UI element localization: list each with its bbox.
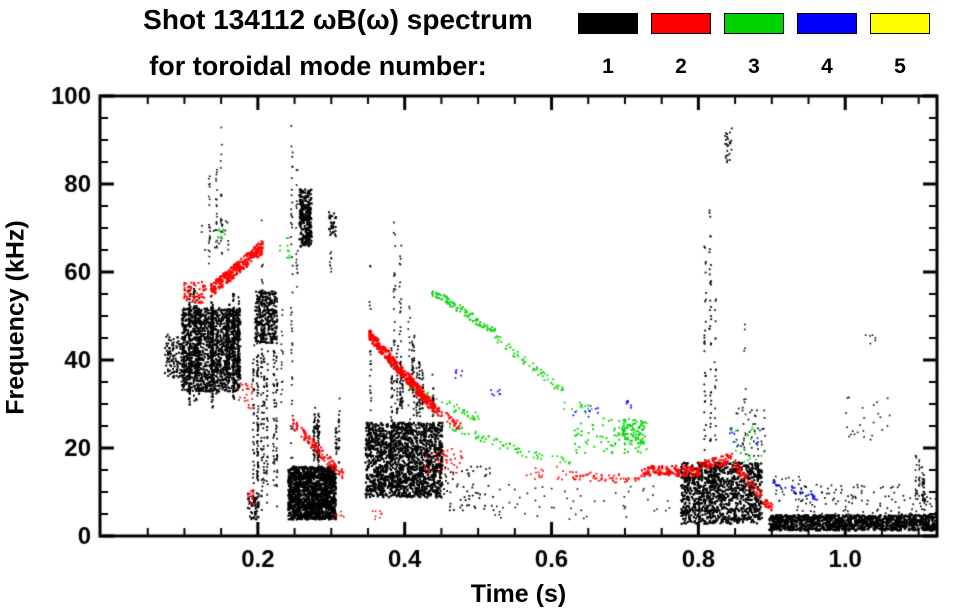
mode-2-swatch: [651, 13, 711, 34]
y-axis-label: Frequency (kHz): [1, 220, 30, 415]
mode-legend: 1 2 3 4 5: [578, 13, 930, 77]
mode-5-swatch: [870, 13, 930, 34]
legend-item: 1: [578, 13, 638, 77]
chart-subtitle: for toroidal mode number:: [149, 51, 487, 81]
mode-4-label: 4: [821, 55, 833, 78]
mode-3-swatch: [724, 13, 784, 34]
mode-3-label: 3: [748, 55, 760, 78]
mode-2-label: 2: [675, 55, 687, 78]
mode-5-label: 5: [894, 55, 906, 78]
x-axis-label: Time (s): [470, 580, 567, 608]
legend-item: 5: [870, 13, 930, 77]
legend-item: 4: [797, 13, 857, 77]
chart-title: Shot 134112 ωB(ω) spectrum: [143, 4, 533, 35]
legend-item: 2: [651, 13, 711, 77]
mode-1-swatch: [578, 13, 638, 34]
legend-item: 3: [724, 13, 784, 77]
mode-1-label: 1: [602, 55, 614, 78]
mode-4-swatch: [797, 13, 857, 34]
